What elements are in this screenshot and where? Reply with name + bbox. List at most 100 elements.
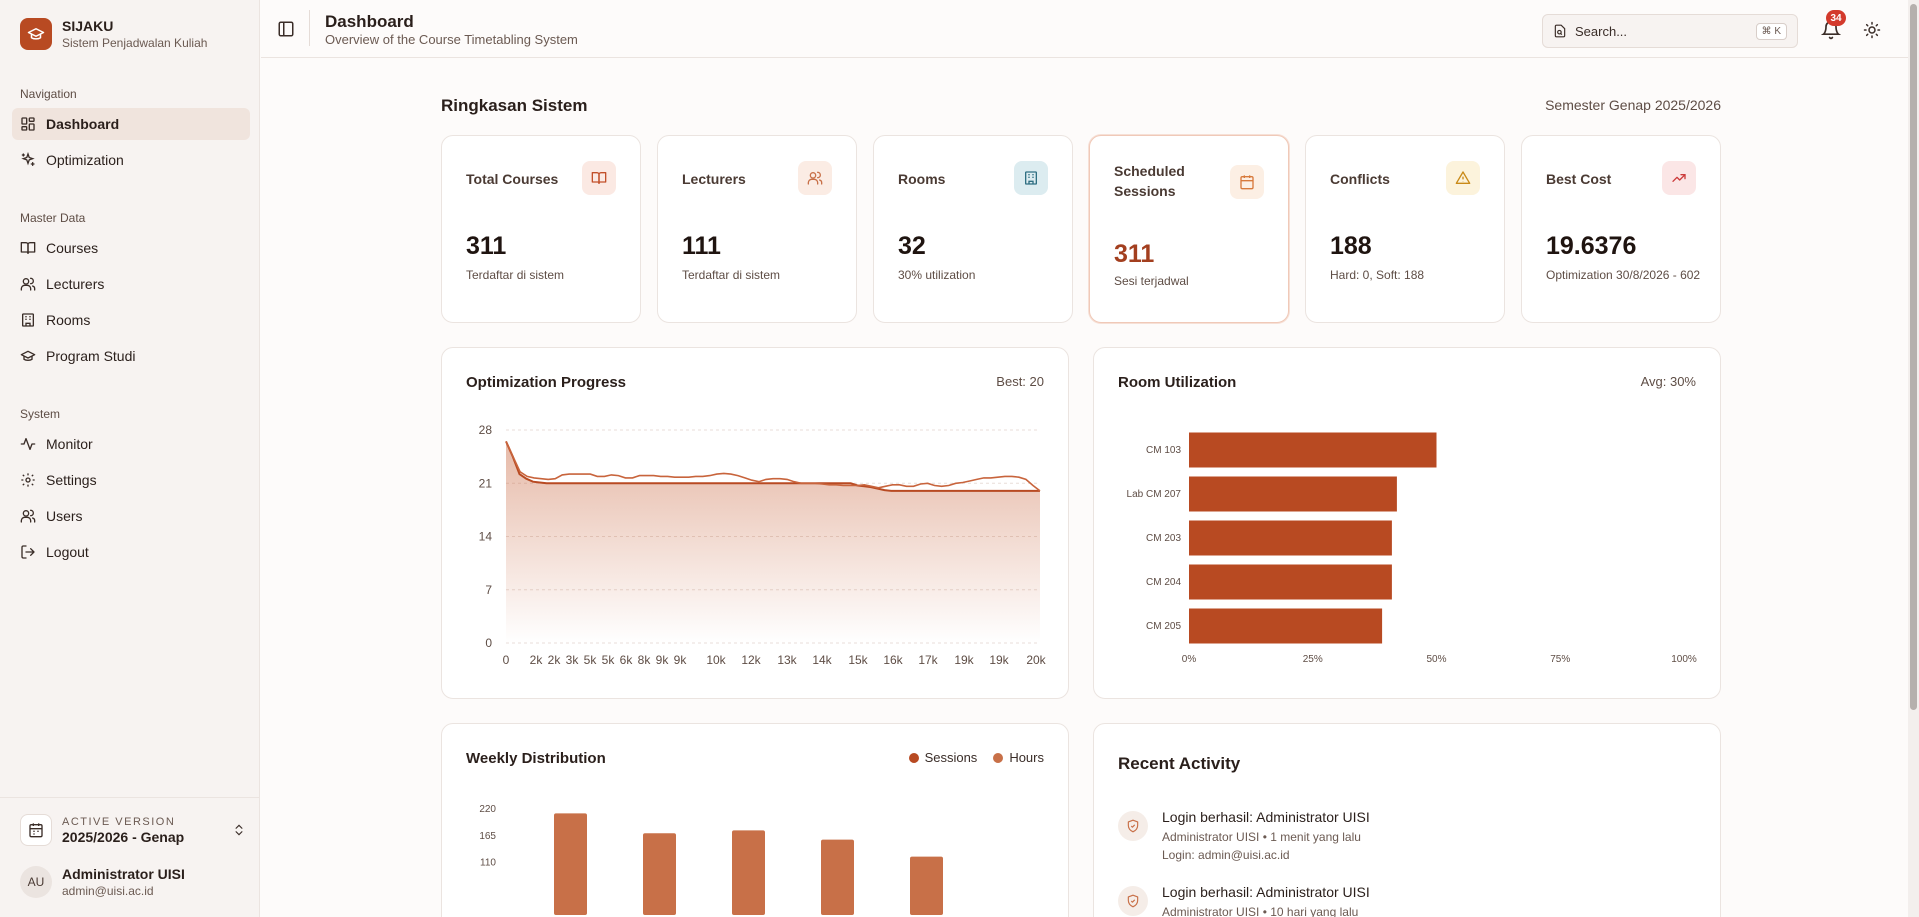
x-tick-label: 19k xyxy=(954,653,974,667)
chevron-up-down-icon xyxy=(235,824,243,836)
optimization-progress-panel: Optimization Progress Best: 20 0 7 14 21 28 0… xyxy=(441,347,1069,699)
scrollbar-thumb[interactable] xyxy=(1910,4,1917,710)
user-name: Administrator UISI xyxy=(62,866,185,882)
room-utilization-chart: CM 103 Lab CM 207 CM 203 CM 204 CM 205 0% 25% 5… xyxy=(1127,432,1697,665)
stat-value: 19.6376 xyxy=(1546,232,1637,260)
activity-meta: Administrator UISI • 1 menit yang lalu xyxy=(1162,830,1361,844)
sidebar-item-logout[interactable]: Logout xyxy=(12,536,250,568)
top-header: Dashboard Overview of the Course Timetab… xyxy=(261,0,1908,58)
bar xyxy=(1189,608,1383,644)
y-tick-label: CM 103 xyxy=(1146,445,1181,456)
stat-card-conflicts: Conflicts 188 Hard: 0, Soft: 188 xyxy=(1305,135,1505,323)
sidebar-item-courses[interactable]: Courses xyxy=(12,232,250,264)
room-utilization-panel: Room Utilization Avg: 30% CM 103 Lab CM 2… xyxy=(1093,347,1721,699)
calendar-icon xyxy=(1230,165,1264,199)
bar xyxy=(1189,476,1397,512)
sidebar-item-label: Dashboard xyxy=(46,116,120,132)
nav-group-master-data: Master Data Courses Lecturers Rooms Prog… xyxy=(12,208,250,372)
legend-label: Hours xyxy=(1009,750,1044,765)
sidebar-item-label: Settings xyxy=(46,472,97,488)
stat-note: Terdaftar di sistem xyxy=(466,268,565,282)
activity-detail: Login: admin@uisi.ac.id xyxy=(1162,848,1290,862)
sidebar-item-optimization[interactable]: Optimization xyxy=(12,144,250,176)
legend-dot xyxy=(908,752,919,763)
sun-icon[interactable] xyxy=(1863,21,1881,39)
search-input[interactable]: Search... ⌘ K xyxy=(1542,14,1798,48)
sidebar-item-dashboard[interactable]: Dashboard xyxy=(12,108,250,140)
stat-note: 30% utilization xyxy=(898,268,976,282)
sidebar-item-settings[interactable]: Settings xyxy=(12,464,250,496)
activity-icon xyxy=(20,438,36,450)
sidebar-item-label: Program Studi xyxy=(46,348,136,364)
sparkles-icon xyxy=(21,152,35,166)
sidebar: SIJAKU Sistem Penjadwalan Kuliah Navigat… xyxy=(0,0,260,917)
logout-icon xyxy=(21,545,35,559)
section-title: Ringkasan Sistem xyxy=(441,96,588,115)
stat-label: Best Cost xyxy=(1546,171,1612,187)
sidebar-item-users[interactable]: Users xyxy=(12,500,250,532)
y-tick-label: CM 203 xyxy=(1146,533,1181,544)
x-tick-label: 3k xyxy=(566,653,580,667)
x-tick-label: 6k xyxy=(620,653,634,667)
sidebar-item-lecturers[interactable]: Lecturers xyxy=(12,268,250,300)
y-tick-label: 110 xyxy=(480,858,496,869)
sidebar-item-monitor[interactable]: Monitor xyxy=(12,428,250,460)
x-tick-label: 12k xyxy=(741,653,761,667)
x-tick-label: 14k xyxy=(812,653,832,667)
users-icon xyxy=(20,509,36,523)
weekly-distribution-chart: 110 165 220 xyxy=(479,804,943,916)
stat-note: Sesi terjadwal xyxy=(1114,274,1189,288)
x-tick-label: 10k xyxy=(706,653,726,667)
semester-label: Semester Genap 2025/2026 xyxy=(1545,97,1721,113)
stat-value: 311 xyxy=(466,232,507,260)
search-placeholder: Search... xyxy=(1575,23,1628,39)
optimization-progress-chart: 0 7 14 21 28 0 2k 2k 3k 5k 5k 6k 8k 9k 9k 10k 12k 13k 14k 1… xyxy=(479,423,1047,667)
stat-label: Scheduled Sessions xyxy=(1114,163,1185,199)
bar xyxy=(821,839,854,916)
sidebar-item-rooms[interactable]: Rooms xyxy=(12,304,250,336)
dashboard-icon xyxy=(21,117,35,131)
version-switcher[interactable]: ACTIVE VERSION 2025/2026 - Genap xyxy=(20,814,246,846)
stat-label: Total Courses xyxy=(466,171,559,187)
x-tick-label: 19k xyxy=(989,653,1009,667)
sidebar-toggle-icon[interactable] xyxy=(277,20,295,38)
panel-title: Optimization Progress xyxy=(466,374,627,391)
legend-item-sessions[interactable]: Sessions xyxy=(908,750,977,765)
bar xyxy=(1189,432,1437,468)
y-tick-label: CM 204 xyxy=(1146,577,1181,588)
building-icon xyxy=(1014,161,1048,195)
nav-group-label: Master Data xyxy=(20,211,86,225)
page-scrollbar[interactable] xyxy=(1908,0,1919,917)
best-cost-line xyxy=(505,440,1040,492)
x-tick-label: 16k xyxy=(883,653,903,667)
version-label: ACTIVE VERSION xyxy=(62,815,176,828)
gear-icon xyxy=(21,473,35,487)
calendar-icon xyxy=(20,814,52,846)
users-icon xyxy=(798,161,832,195)
legend-item-hours[interactable]: Hours xyxy=(993,750,1044,765)
sidebar-item-label: Lecturers xyxy=(46,276,105,292)
search-file-icon xyxy=(1554,24,1566,38)
activity-item[interactable]: Login berhasil: Administrator UISI Admin… xyxy=(1118,809,1370,862)
x-tick-label: 5k xyxy=(584,653,598,667)
activity-item[interactable]: Login berhasil: Administrator UISI Admin… xyxy=(1118,884,1370,917)
stat-note: Optimization 30/8/2026 - 602 xyxy=(1546,268,1701,282)
sidebar-item-program-studi[interactable]: Program Studi xyxy=(12,340,250,372)
stat-card-rooms: Rooms 32 30% utilization xyxy=(873,135,1073,323)
stat-value: 111 xyxy=(682,232,721,260)
stat-label: Conflicts xyxy=(1330,171,1390,187)
graduation-cap-icon xyxy=(20,18,52,50)
sidebar-item-label: Logout xyxy=(46,544,89,560)
chart-legend: Sessions Hours xyxy=(908,750,1044,765)
bar xyxy=(1189,520,1392,556)
user-profile[interactable]: AU Administrator UISI admin@uisi.ac.id xyxy=(20,866,185,898)
x-tick-label: 2k xyxy=(548,653,562,667)
stat-value: 188 xyxy=(1330,232,1372,260)
bar xyxy=(910,856,943,916)
weekly-distribution-panel: Weekly Distribution Sessions Hours 110 16… xyxy=(441,723,1069,917)
brand[interactable]: SIJAKU Sistem Penjadwalan Kuliah xyxy=(20,18,207,50)
sidebar-footer: ACTIVE VERSION 2025/2026 - Genap AU Admi… xyxy=(0,797,260,898)
x-tick-label: 100% xyxy=(1671,654,1697,665)
version-value: 2025/2026 - Genap xyxy=(62,828,185,845)
x-tick-label: 20k xyxy=(1026,653,1046,667)
